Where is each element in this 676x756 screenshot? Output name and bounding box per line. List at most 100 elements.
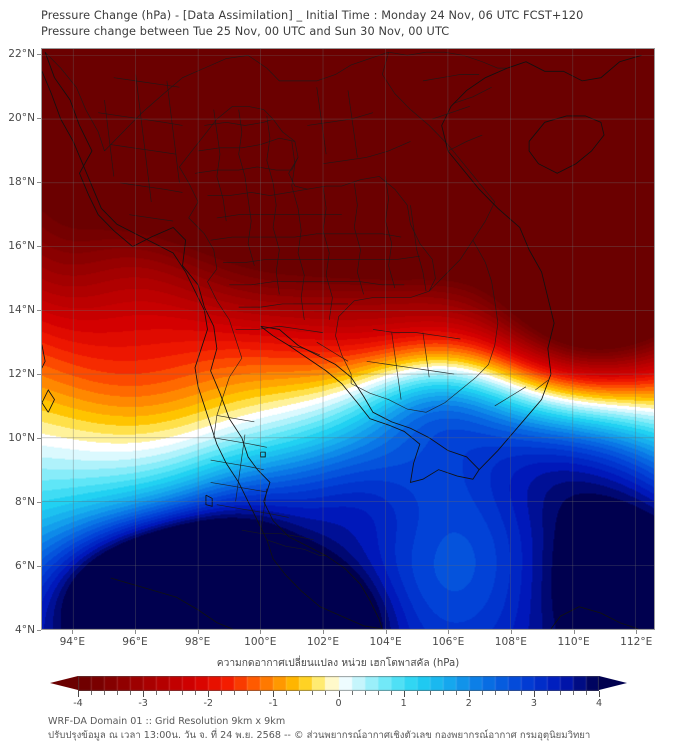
- colorbar-tick: [572, 691, 574, 695]
- x-axis-tick-label: 102°E: [306, 636, 340, 648]
- colorbar-tick: [130, 691, 132, 695]
- colorbar-tick: [182, 691, 184, 695]
- footer-line-model: WRF-DA Domain 01 :: Grid Resolution 9km …: [48, 716, 286, 727]
- colorbar-tick: [104, 691, 106, 695]
- colorbar-tick: [481, 691, 483, 695]
- colorbar-tick: [364, 691, 366, 695]
- colorbar-tick: [299, 691, 301, 695]
- colorbar-tick-label: 0: [335, 698, 342, 709]
- colorbar-tick: [273, 691, 275, 697]
- x-axis-tick: [573, 630, 575, 634]
- lat-lon-gridlines: [42, 49, 654, 629]
- x-axis-tick-label: 94°E: [59, 636, 86, 648]
- y-axis-tick-label: 12°N: [8, 368, 35, 381]
- colorbar-gradient: [78, 676, 599, 691]
- colorbar-tick: [507, 691, 509, 695]
- colorbar-tick-label: -3: [138, 698, 148, 709]
- y-axis-tick: [37, 566, 41, 568]
- colorbar-tick: [533, 691, 535, 697]
- colorbar-tick: [221, 691, 223, 695]
- y-axis-tick-label: 8°N: [15, 496, 35, 509]
- y-axis-tick: [37, 118, 41, 120]
- colorbar-tick: [377, 691, 379, 695]
- colorbar-tick: [143, 691, 145, 697]
- y-axis-tick-label: 4°N: [15, 624, 35, 636]
- colorbar-tick-label: -2: [203, 698, 214, 709]
- footer-line-credit: ปรับปรุงข้อมูล ณ เวลา 13:00น. วัน จ. ที่…: [48, 730, 591, 741]
- colorbar-tick: [351, 691, 353, 695]
- y-axis-tick: [37, 374, 41, 376]
- colorbar-extend-high-arrow: [599, 676, 627, 690]
- colorbar-tick: [599, 691, 600, 697]
- colorbar-tick: [169, 691, 171, 695]
- colorbar-tick-label: 4: [595, 698, 603, 709]
- colorbar-title: ความกดอากาศเปลี่ยนแปลง หน่วย เฮกโตพาสคัล…: [216, 658, 460, 669]
- colorbar-tick-label: -1: [268, 698, 279, 709]
- y-axis-tick-label: 22°N: [8, 48, 35, 61]
- x-axis-tick: [260, 630, 262, 634]
- y-axis-tick: [37, 246, 41, 248]
- x-axis-tick: [636, 630, 638, 634]
- x-axis-tick: [385, 630, 387, 634]
- x-axis-tick: [448, 630, 450, 634]
- y-axis-tick-label: 6°N: [15, 560, 35, 573]
- colorbar-tick: [247, 691, 249, 695]
- y-axis-tick-label: 14°N: [8, 304, 35, 317]
- x-axis-tick: [510, 630, 512, 634]
- title-line-2: Pressure change between Tue 25 Nov, 00 U…: [41, 24, 450, 38]
- x-axis-tick-label: 106°E: [432, 636, 465, 648]
- colorbar-tick: [455, 691, 457, 695]
- colorbar-strip-wrap: -4 -3 -2 -1 0 1 2 3 4: [50, 676, 627, 709]
- colorbar-tick: [546, 691, 548, 695]
- chart-title-block: Pressure Change (hPa) - [Data Assimilati…: [41, 8, 661, 39]
- colorbar-tick: [208, 691, 210, 697]
- colorbar-tick: [494, 691, 496, 695]
- x-axis-tick: [72, 630, 74, 634]
- y-axis-tick: [37, 182, 41, 184]
- colorbar-tick: [286, 691, 288, 695]
- colorbar: ความกดอากาศเปลี่ยนแปลง หน่วย เฮกโตพาสคัล…: [0, 655, 676, 711]
- colorbar-tick-label: 1: [400, 698, 407, 709]
- pressure-change-field: [42, 49, 654, 629]
- y-axis-tick-label: 10°N: [8, 432, 35, 445]
- colorbar-extend-low-arrow: [50, 676, 78, 690]
- title-line-1: Pressure Change (hPa) - [Data Assimilati…: [41, 9, 584, 22]
- colorbar-tick: [585, 691, 587, 695]
- colorbar-tick: [403, 691, 405, 697]
- colorbar-tick: [559, 691, 561, 695]
- colorbar-tick: [390, 691, 392, 695]
- y-axis-tick: [37, 630, 41, 631]
- colorbar-tick: [312, 691, 314, 695]
- x-axis-tick: [322, 630, 324, 634]
- colorbar-tick: [156, 691, 158, 695]
- y-axis-tick-label: 20°N: [8, 112, 35, 125]
- colorbar-tick: [117, 691, 119, 695]
- x-axis-tick-label: 112°E: [620, 636, 653, 648]
- x-axis-tick-label: 110°E: [557, 636, 590, 648]
- y-axis-tick-label: 18°N: [8, 176, 35, 189]
- coastline-border-overlay: [42, 51, 642, 629]
- colorbar-tick: [234, 691, 236, 695]
- x-axis-tick-label: 100°E: [244, 636, 277, 648]
- colorbar-tick: [91, 691, 93, 695]
- colorbar-tick-label: 3: [530, 698, 537, 709]
- colorbar-tick-label: -4: [73, 698, 83, 709]
- colorbar-tick: [429, 691, 431, 695]
- y-axis-tick: [37, 502, 41, 504]
- colorbar-tick: [442, 691, 444, 695]
- y-axis-tick: [37, 438, 41, 440]
- x-axis-tick-label: 96°E: [122, 636, 148, 648]
- x-axis-tick: [197, 630, 199, 634]
- colorbar-tick: [468, 691, 470, 697]
- y-axis-tick: [37, 54, 41, 56]
- colorbar-tick: [195, 691, 197, 695]
- colorbar-tick: [520, 691, 522, 695]
- colorbar-tick: [78, 691, 79, 697]
- x-axis-tick-label: 98°E: [184, 636, 211, 648]
- y-axis-tick: [37, 310, 41, 312]
- y-axis-tick-label: 16°N: [8, 240, 35, 253]
- x-axis-tick: [134, 630, 136, 634]
- x-axis-tick-label: 108°E: [494, 636, 527, 648]
- footer-block: WRF-DA Domain 01 :: Grid Resolution 9km …: [48, 715, 668, 743]
- colorbar-tick: [416, 691, 418, 695]
